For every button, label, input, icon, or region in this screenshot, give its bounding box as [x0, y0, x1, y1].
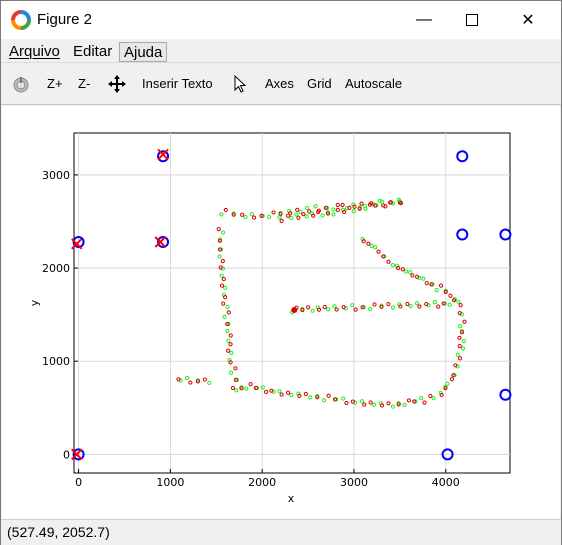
x-tick-label: 3000 — [340, 476, 368, 489]
zoom-in-button[interactable]: Z+ — [47, 76, 63, 91]
minimize-button[interactable]: — — [401, 1, 447, 39]
x-tick-label: 1000 — [156, 476, 184, 489]
plot-canvas[interactable]: 0 1000 2000 3000 4000 0 1000 2000 3000 x y — [2, 106, 560, 519]
track-start-point — [291, 307, 297, 313]
menu-editar[interactable]: Editar — [69, 42, 116, 62]
x-tick-label: 4000 — [432, 476, 460, 489]
scatter-plot[interactable]: 0 1000 2000 3000 4000 0 1000 2000 3000 x y — [2, 106, 560, 519]
move-arrows-icon[interactable] — [107, 74, 127, 94]
maximize-icon — [466, 14, 478, 26]
reset-view-icon[interactable] — [11, 74, 31, 94]
insert-text-button[interactable]: Inserir Texto — [142, 76, 213, 91]
menu-editar-label: Editar — [73, 43, 112, 60]
close-button[interactable]: ✕ — [505, 1, 551, 39]
x-tick-label: 0 — [75, 476, 82, 489]
maximize-button[interactable] — [449, 1, 495, 39]
y-tick-label: 1000 — [42, 355, 70, 368]
x-axis-label: x — [288, 492, 295, 505]
title-bar: Figure 2 — ✕ — [1, 1, 561, 39]
x-tick-label: 2000 — [248, 476, 276, 489]
autoscale-button[interactable]: Autoscale — [345, 76, 402, 91]
menu-ajuda-label: Ajuda — [124, 44, 162, 61]
grid-button[interactable]: Grid — [307, 76, 332, 91]
window-title: Figure 2 — [37, 11, 92, 28]
toolbar: Z+ Z- Inserir Texto Axes Grid Autoscale — [1, 63, 561, 105]
status-bar: (527.49, 2052.7) — [1, 519, 561, 545]
axes-button[interactable]: Axes — [265, 76, 294, 91]
zoom-out-button[interactable]: Z- — [78, 76, 90, 91]
menu-bar: Arquivo Editar Ajuda — [1, 39, 561, 63]
plot-area — [74, 133, 510, 473]
menu-arquivo[interactable]: Arquivo — [5, 42, 64, 62]
menu-arquivo-label: Arquivo — [9, 43, 60, 60]
menu-ajuda[interactable]: Ajuda — [119, 42, 167, 62]
y-tick-label: 0 — [63, 448, 70, 461]
pointer-icon[interactable] — [231, 74, 251, 94]
y-tick-label: 2000 — [42, 262, 70, 275]
y-axis-label: y — [28, 299, 41, 306]
app-logo-icon — [11, 10, 31, 30]
cursor-coordinates: (527.49, 2052.7) — [7, 524, 110, 540]
y-tick-label: 3000 — [42, 169, 70, 182]
